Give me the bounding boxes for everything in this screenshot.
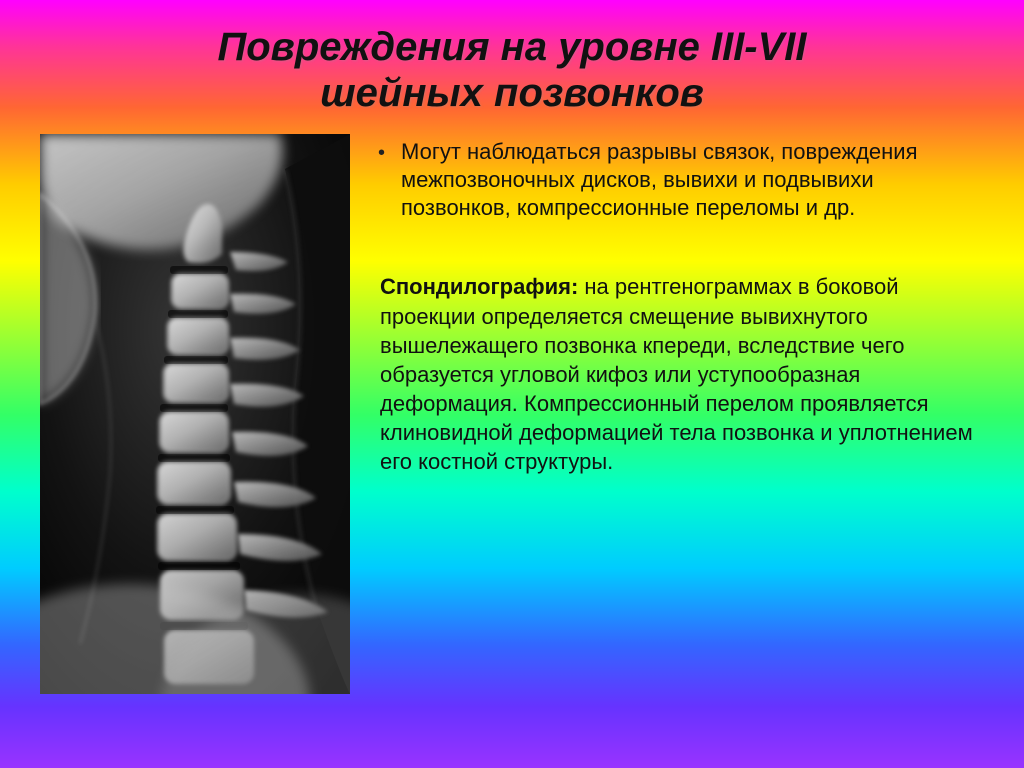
paragraph-2-body: на рентгенограммах в боковой проекции оп… [380, 274, 973, 473]
paragraph-1: Могут наблюдаться разрывы связок, повреж… [401, 138, 984, 222]
bullet-icon: • [378, 142, 385, 165]
paragraph-2: Спондилография: на рентгенограммах в бок… [378, 272, 984, 475]
cervical-xray-image [40, 134, 350, 694]
paragraph-2-lead: Спондилография: [380, 274, 578, 299]
bullet-block-1: • Могут наблюдаться разрывы связок, повр… [378, 138, 984, 222]
text-column: • Могут наблюдаться разрывы связок, повр… [378, 134, 984, 694]
slide-title: Повреждения на уровне III-VII шейных поз… [40, 24, 984, 116]
title-line-2: шейных позвонков [320, 71, 704, 115]
content-row: • Могут наблюдаться разрывы связок, повр… [40, 134, 984, 694]
xray-svg [40, 134, 350, 694]
title-line-1: Повреждения на уровне III-VII [217, 25, 806, 69]
image-column [40, 134, 350, 694]
